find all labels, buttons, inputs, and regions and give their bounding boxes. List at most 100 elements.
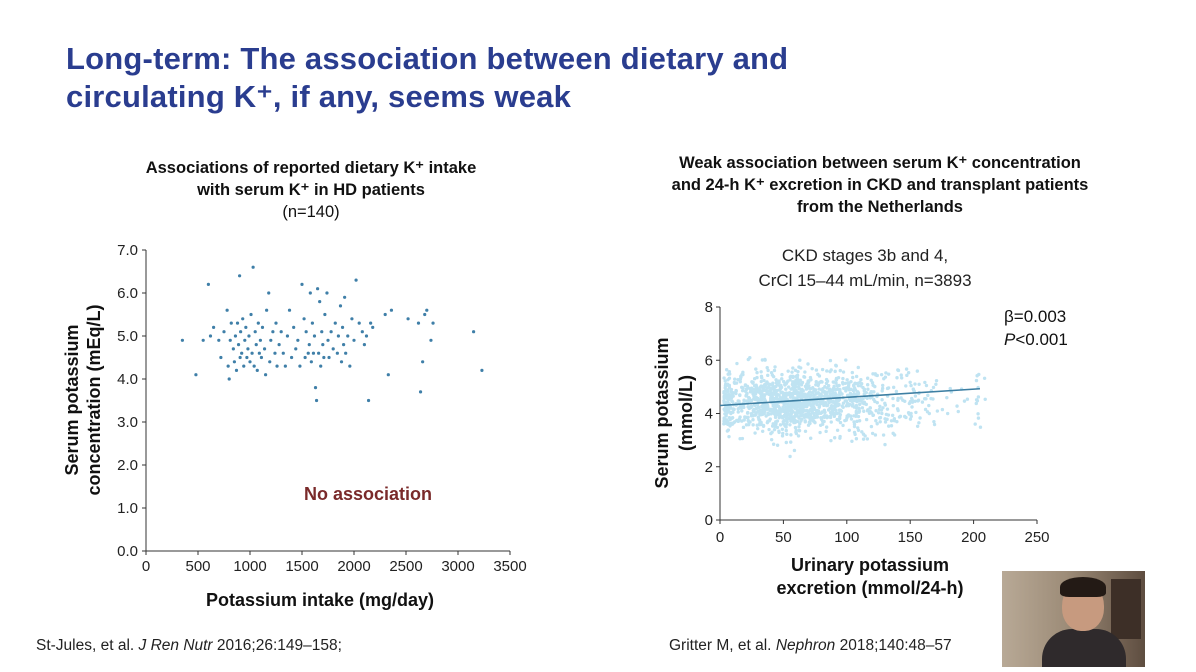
right-data-point <box>841 395 845 400</box>
left-x-axis-label: Potassium intake (mg/day) <box>206 590 434 610</box>
right-data-point <box>738 393 742 398</box>
right-data-point <box>761 406 766 411</box>
right-data-point <box>752 393 756 397</box>
right-data-point <box>765 420 770 425</box>
citation-right-authors: Gritter M, et al. <box>669 637 776 654</box>
left-x-tick-label: 3000 <box>441 558 474 575</box>
right-data-point <box>912 388 916 393</box>
right-data-point <box>751 390 755 395</box>
right-data-point <box>830 408 834 413</box>
right-data-point <box>826 396 830 400</box>
right-data-point <box>805 414 810 418</box>
right-data-point <box>723 408 727 413</box>
right-data-point <box>765 403 770 407</box>
right-data-point <box>825 392 829 397</box>
right-data-point <box>892 419 897 423</box>
right-data-point <box>856 390 860 394</box>
right-data-point <box>780 396 784 401</box>
right-data-point <box>806 394 811 398</box>
right-data-point <box>917 382 921 386</box>
right-data-point <box>829 368 833 372</box>
right-data-point <box>766 386 770 390</box>
right-data-point <box>769 370 774 375</box>
left-data-point <box>244 325 248 329</box>
left-x-tick-label: 3500 <box>493 558 526 575</box>
right-data-point <box>754 385 759 389</box>
right-data-point <box>757 418 762 422</box>
right-data-point <box>917 391 921 396</box>
right-data-point <box>831 387 836 392</box>
left-data-point <box>240 351 244 355</box>
right-data-point <box>881 383 885 388</box>
right-data-point <box>830 388 834 392</box>
right-data-point <box>822 415 826 419</box>
right-data-point <box>766 368 770 373</box>
right-data-point <box>764 382 768 386</box>
right-chart-subtitle-line-2: CrCl 15–44 mL/min, n=3893 <box>758 271 972 290</box>
right-data-point <box>803 419 807 423</box>
right-data-point <box>746 405 750 409</box>
right-data-point <box>841 405 845 410</box>
right-data-point <box>723 407 727 411</box>
right-data-point <box>785 400 789 405</box>
right-data-point <box>775 388 779 393</box>
left-data-point <box>406 317 410 321</box>
right-data-point <box>770 424 775 428</box>
right-data-point <box>823 391 827 395</box>
right-data-point <box>796 379 801 383</box>
right-data-point <box>825 403 829 408</box>
right-data-point <box>748 356 752 360</box>
right-data-point <box>804 412 808 417</box>
left-data-point <box>302 317 306 321</box>
right-data-point <box>819 411 823 415</box>
slide-title: Long-term: The association between dieta… <box>66 40 966 116</box>
right-data-point <box>770 373 775 377</box>
right-data-point <box>772 392 776 396</box>
right-data-point <box>784 409 788 413</box>
right-data-point <box>774 395 779 400</box>
right-data-point <box>885 386 890 391</box>
right-data-point <box>789 419 794 423</box>
right-chart-subtitle-line-1: CKD stages 3b and 4, <box>781 246 949 265</box>
right-data-point <box>895 419 899 424</box>
right-data-point <box>846 386 850 391</box>
left-data-point <box>246 347 250 351</box>
right-data-point <box>784 415 788 420</box>
right-data-point <box>790 393 795 397</box>
citation-left-journal: J Ren Nutr <box>138 637 213 654</box>
right-data-point <box>777 398 781 402</box>
right-data-point <box>891 396 895 401</box>
right-data-point <box>865 437 870 441</box>
right-data-point <box>828 414 833 418</box>
left-data-point <box>418 390 423 394</box>
right-data-point <box>765 406 769 410</box>
right-data-point <box>784 381 789 385</box>
right-data-point <box>875 400 879 405</box>
right-data-point <box>837 391 842 395</box>
right-data-point <box>861 437 866 441</box>
right-data-point <box>806 380 811 385</box>
right-data-point <box>866 408 870 413</box>
right-data-point <box>896 398 900 402</box>
left-data-point <box>235 321 240 325</box>
right-data-point <box>781 393 786 398</box>
right-data-point <box>788 404 792 409</box>
right-data-point <box>875 373 879 378</box>
right-data-point <box>794 430 798 434</box>
left-y-tick-label: 7.0 <box>117 242 138 259</box>
right-data-point <box>856 406 861 410</box>
right-data-point <box>774 411 779 416</box>
right-data-point <box>776 409 781 413</box>
left-data-point <box>340 325 345 329</box>
left-data-point <box>281 351 285 355</box>
right-data-point <box>740 409 744 413</box>
right-data-point <box>857 419 862 423</box>
left-y-tick-label: 2.0 <box>117 457 138 474</box>
right-data-point <box>845 385 850 390</box>
right-data-point <box>833 412 837 416</box>
right-data-point <box>806 362 810 366</box>
right-data-point <box>822 390 826 394</box>
left-scatter-chart: 0.01.02.03.04.05.06.07.00 500 1000 1500 2000… <box>62 242 527 610</box>
right-data-point <box>791 380 795 384</box>
right-data-point <box>786 401 790 406</box>
